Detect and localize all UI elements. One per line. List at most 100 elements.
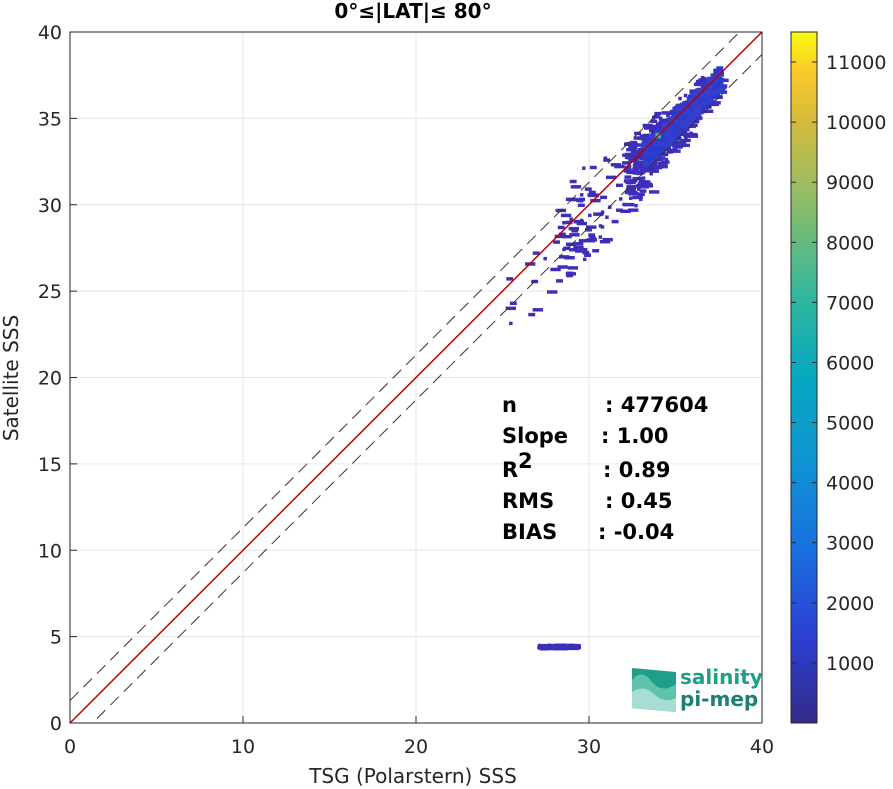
density-cell bbox=[718, 87, 725, 93]
density-cell bbox=[680, 138, 691, 143]
density-cell bbox=[665, 132, 673, 139]
colorbar-tick-label: 10000 bbox=[826, 112, 886, 134]
density-cell bbox=[568, 646, 573, 650]
density-cell bbox=[674, 109, 682, 115]
density-cell bbox=[652, 169, 659, 173]
stat-label: BIAS bbox=[502, 520, 557, 544]
density-cell bbox=[578, 239, 586, 243]
density-cell bbox=[659, 118, 670, 123]
density-cell bbox=[651, 130, 655, 134]
density-cell bbox=[672, 127, 679, 133]
density-cell bbox=[657, 148, 665, 154]
density-cell bbox=[568, 226, 580, 231]
density-cell bbox=[706, 88, 714, 94]
density-cell bbox=[621, 161, 629, 165]
density-cell bbox=[584, 228, 592, 232]
density-cell bbox=[628, 208, 639, 212]
density-cell bbox=[532, 308, 544, 312]
density-cell bbox=[693, 107, 701, 113]
density-cell bbox=[672, 112, 680, 118]
density-cell bbox=[645, 137, 657, 141]
logo-line2: pi-mep bbox=[680, 687, 758, 711]
density-cell bbox=[673, 149, 681, 153]
density-cell bbox=[649, 171, 653, 176]
density-cell bbox=[610, 163, 622, 167]
density-cell bbox=[698, 88, 706, 94]
density-cell bbox=[690, 100, 698, 106]
density-cell bbox=[685, 117, 693, 123]
density-cell bbox=[630, 140, 638, 145]
density-cell bbox=[622, 153, 630, 157]
density-cell bbox=[695, 79, 707, 84]
stat-value: : 0.45 bbox=[605, 489, 673, 513]
density-cell bbox=[634, 203, 638, 208]
density-cell bbox=[672, 145, 683, 149]
density-cell bbox=[718, 78, 729, 83]
colorbar-tick-label: 4000 bbox=[826, 473, 874, 495]
density-cell bbox=[567, 266, 579, 270]
density-cell bbox=[569, 233, 580, 237]
density-cell bbox=[550, 267, 561, 272]
density-cell bbox=[708, 102, 719, 107]
stat-label-superscript: 2 bbox=[518, 449, 533, 473]
density-cell bbox=[590, 198, 601, 203]
density-cell bbox=[566, 273, 574, 278]
density-cell bbox=[593, 212, 604, 216]
density-cell bbox=[642, 133, 654, 138]
density-cell bbox=[573, 219, 584, 224]
density-cell bbox=[623, 142, 635, 146]
density-cell bbox=[569, 217, 573, 221]
density-cell bbox=[624, 155, 636, 160]
density-cell bbox=[680, 102, 687, 108]
density-cell bbox=[509, 321, 513, 326]
density-cell bbox=[628, 168, 632, 172]
reference-lines bbox=[70, 32, 762, 723]
density-cell bbox=[649, 148, 657, 154]
density-cell bbox=[547, 643, 551, 648]
colorbar-tick-label: 2000 bbox=[826, 593, 874, 615]
density-cell bbox=[599, 239, 611, 244]
density-cell bbox=[573, 245, 584, 250]
density-cell bbox=[528, 312, 536, 317]
density-cell bbox=[712, 100, 717, 104]
density-cell bbox=[666, 113, 670, 118]
x-tick-label: 0 bbox=[64, 736, 76, 758]
density-cell bbox=[639, 189, 647, 193]
y-axis-ticks: 0 5 10 15 20 25 30 35 40 bbox=[38, 22, 77, 735]
density-cell bbox=[614, 164, 625, 169]
density-cell bbox=[562, 247, 566, 252]
identity-line bbox=[70, 32, 762, 723]
density-cell bbox=[602, 237, 613, 242]
colorbar-tick-label: 11000 bbox=[826, 52, 886, 74]
density-cell bbox=[710, 74, 718, 80]
density-cell bbox=[713, 92, 721, 98]
stat-value: : -0.04 bbox=[598, 520, 674, 544]
density-cell bbox=[571, 229, 579, 233]
density-cell bbox=[678, 128, 686, 132]
density-cell bbox=[643, 151, 651, 157]
colorbar-tick-label: 9000 bbox=[826, 172, 874, 194]
density-cell bbox=[658, 134, 666, 141]
density-cell bbox=[563, 246, 571, 250]
density-cell bbox=[716, 66, 724, 72]
density-cell bbox=[654, 111, 662, 116]
colorbar-tick-label: 7000 bbox=[826, 292, 874, 314]
density-cell bbox=[540, 645, 545, 650]
density-cell bbox=[666, 150, 674, 154]
density-cell bbox=[570, 185, 582, 189]
density-cell bbox=[630, 145, 638, 150]
density-cell bbox=[646, 165, 654, 170]
density-cell bbox=[662, 142, 670, 148]
density-cell bbox=[543, 256, 547, 261]
density-cell bbox=[650, 154, 658, 160]
density-cell bbox=[576, 221, 587, 226]
density-cell bbox=[643, 169, 654, 173]
stat-label: R bbox=[502, 458, 518, 482]
density-cell bbox=[653, 115, 660, 119]
density-cell bbox=[605, 215, 609, 219]
density-cell bbox=[589, 165, 597, 170]
density-cell bbox=[657, 162, 662, 166]
density-cell bbox=[561, 234, 572, 239]
density-cell bbox=[582, 166, 586, 170]
density-cell bbox=[625, 180, 636, 185]
